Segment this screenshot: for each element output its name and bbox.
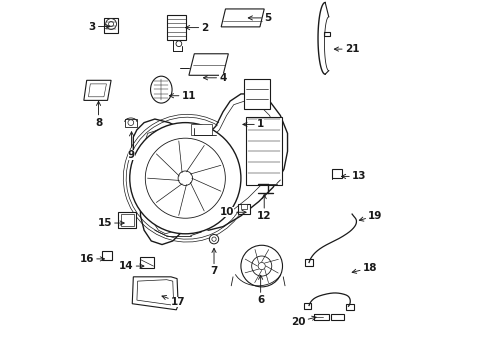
Bar	[331, 170, 341, 179]
Text: 12: 12	[257, 194, 271, 221]
Bar	[118, 212, 136, 228]
Text: 9: 9	[128, 132, 135, 160]
Polygon shape	[188, 54, 228, 75]
Polygon shape	[133, 94, 287, 244]
Text: 3: 3	[88, 22, 110, 32]
Circle shape	[129, 123, 241, 234]
Text: 7: 7	[210, 248, 217, 276]
Text: 2: 2	[185, 23, 208, 33]
Circle shape	[211, 237, 216, 241]
Text: 1: 1	[243, 120, 264, 129]
Bar	[102, 251, 112, 260]
Bar	[104, 18, 118, 33]
Text: 8: 8	[95, 101, 102, 128]
Text: 13: 13	[341, 171, 366, 181]
Text: 14: 14	[119, 261, 143, 271]
Text: 6: 6	[257, 275, 264, 305]
Circle shape	[258, 262, 265, 270]
Circle shape	[241, 245, 282, 287]
Bar	[303, 303, 310, 309]
Bar	[190, 125, 212, 135]
Polygon shape	[88, 84, 106, 97]
Text: 11: 11	[169, 91, 196, 101]
Text: 21: 21	[334, 44, 359, 54]
Text: 10: 10	[219, 207, 245, 217]
Polygon shape	[221, 9, 264, 27]
Circle shape	[108, 22, 113, 27]
Circle shape	[145, 138, 225, 218]
Text: 19: 19	[359, 211, 382, 221]
Text: 5: 5	[248, 13, 271, 23]
Bar	[121, 214, 133, 226]
Circle shape	[105, 19, 116, 30]
Bar	[124, 119, 137, 127]
Bar	[346, 305, 353, 310]
Text: 20: 20	[290, 316, 315, 327]
Bar	[237, 204, 249, 214]
Circle shape	[176, 41, 182, 46]
Circle shape	[178, 171, 192, 185]
Bar	[305, 259, 312, 266]
Bar	[246, 117, 282, 185]
Polygon shape	[83, 80, 111, 100]
Text: 18: 18	[351, 263, 377, 273]
Text: 4: 4	[203, 73, 226, 83]
Bar	[140, 257, 154, 268]
Polygon shape	[144, 101, 276, 234]
Circle shape	[209, 234, 218, 244]
Bar	[323, 32, 329, 36]
Bar	[243, 79, 270, 109]
Bar	[313, 314, 328, 320]
Text: 16: 16	[79, 254, 104, 264]
Text: 17: 17	[162, 296, 185, 307]
Text: 15: 15	[97, 218, 124, 228]
Circle shape	[128, 120, 133, 126]
Bar	[166, 15, 186, 40]
Circle shape	[251, 256, 271, 276]
Polygon shape	[137, 280, 173, 305]
Bar	[331, 314, 344, 320]
Bar	[240, 204, 246, 209]
Polygon shape	[132, 277, 178, 310]
Ellipse shape	[150, 76, 172, 103]
